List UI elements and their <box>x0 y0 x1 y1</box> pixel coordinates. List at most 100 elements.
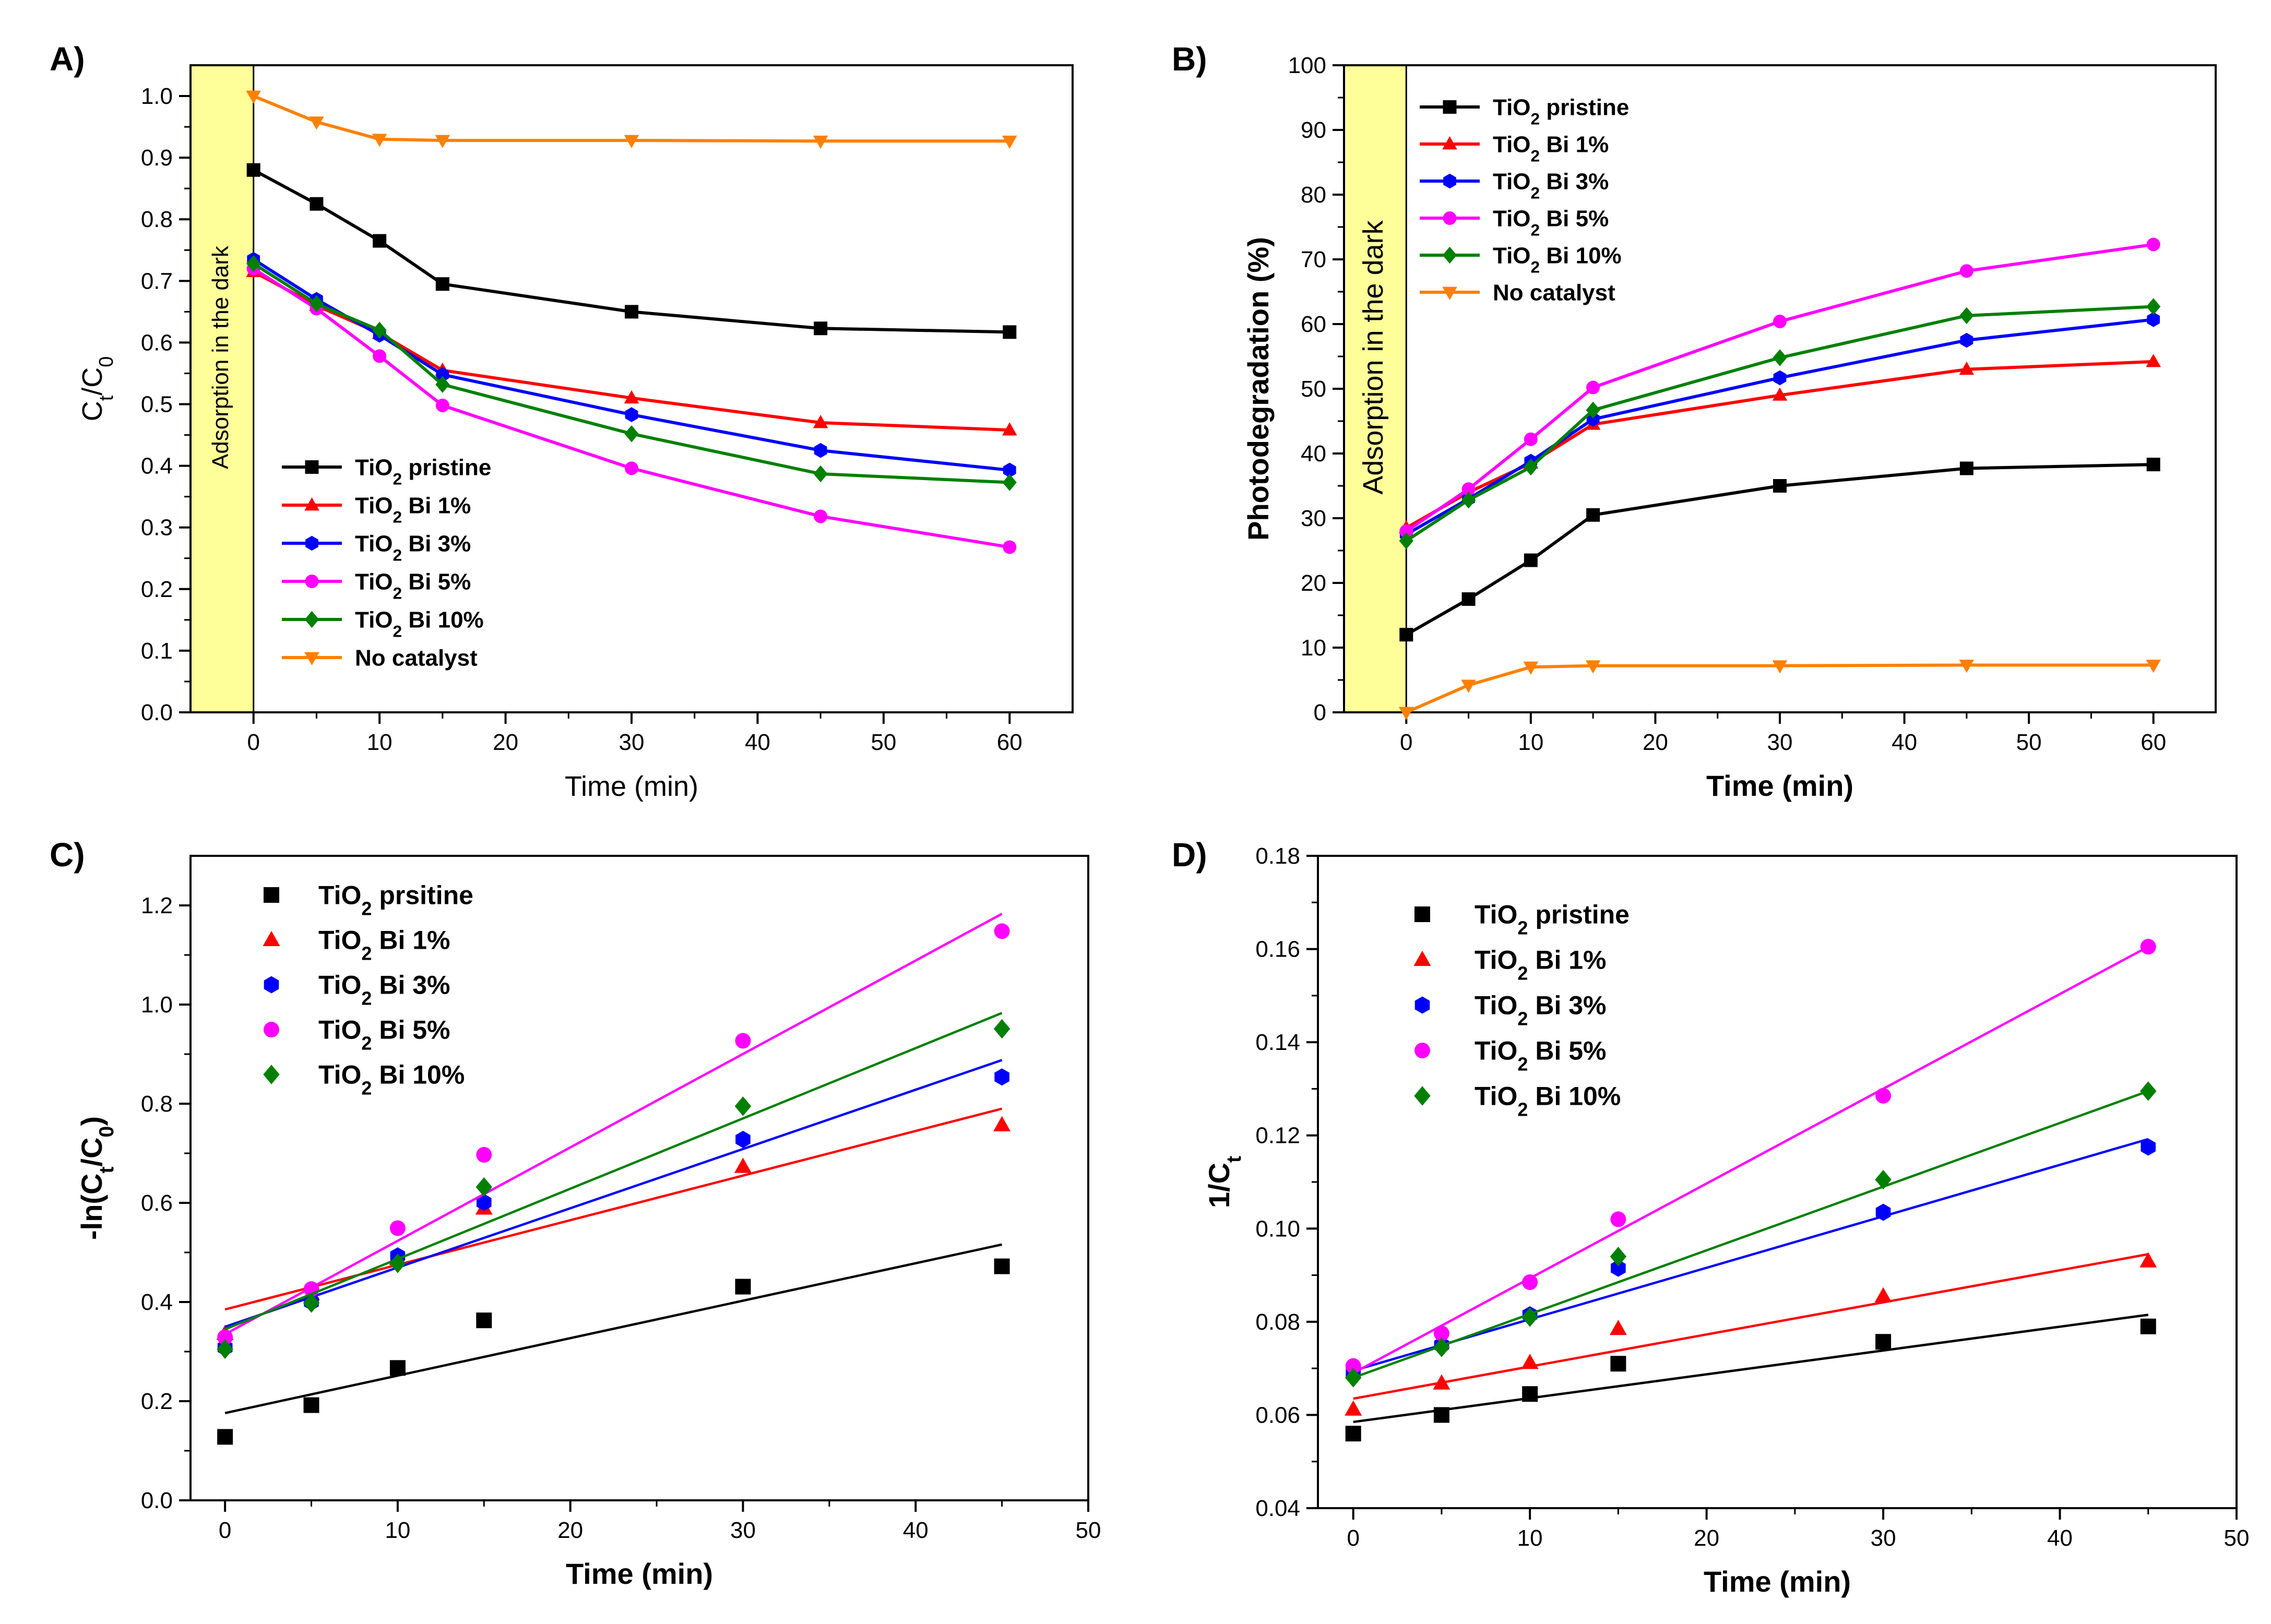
legend-marker <box>305 575 319 588</box>
legend-item: TiO2 Bi 1% <box>1413 946 1607 984</box>
data-point <box>993 1116 1011 1131</box>
data-point <box>1772 387 1788 401</box>
data-point <box>1003 462 1016 478</box>
y-axis-title: 1/Ct <box>1203 1156 1245 1208</box>
y-axis-title: Ct/C0 <box>77 356 117 422</box>
legend-label: No catalyst <box>355 645 478 671</box>
x-tick-label: 20 <box>493 730 518 755</box>
series-line <box>1405 305 2154 542</box>
series-no-catalyst <box>1398 660 2161 720</box>
legend-item: TiO2 pristine <box>282 455 491 488</box>
data-point <box>303 1293 320 1313</box>
legend-label: TiO2 Bi 3% <box>318 971 450 1009</box>
legend-marker <box>263 1065 280 1084</box>
data-point <box>1002 474 1017 491</box>
legend-label: TiO2 Bi 1% <box>318 926 450 964</box>
y-tick-label: 0.6 <box>141 330 173 355</box>
data-point <box>389 1360 406 1376</box>
data-point <box>217 1339 233 1359</box>
legend-label: TiO2 Bi 5% <box>355 569 471 602</box>
y-tick-label: 0.06 <box>1255 1402 1300 1428</box>
legend-label: No catalyst <box>1493 280 1615 305</box>
data-point <box>372 134 387 147</box>
legend-marker <box>304 611 319 628</box>
data-point <box>994 923 1010 939</box>
data-point <box>1586 508 1600 522</box>
data-point <box>1345 1426 1361 1442</box>
y-tick-label: 30 <box>1301 506 1326 531</box>
data-point <box>624 135 639 149</box>
axes-frame <box>189 64 1074 713</box>
legend: TiO2 prsitine TiO2 Bi 1% TiO2 Bi 3% TiO2 Bi… <box>263 881 473 1099</box>
series-tio2-bi-10- <box>1399 298 2161 550</box>
data-point <box>1959 264 1973 278</box>
legend-label: TiO2 Bi 10% <box>318 1060 465 1099</box>
legend-marker <box>1442 286 1457 300</box>
data-point <box>813 415 828 428</box>
data-point <box>1521 1307 1538 1327</box>
legend-item: TiO2 prsitine <box>264 881 473 919</box>
legend-item: No catalyst <box>282 645 478 671</box>
y-tick-label: 0.14 <box>1255 1030 1300 1055</box>
data-point <box>2140 939 2156 955</box>
y-tick-label: 0.8 <box>141 1091 173 1117</box>
y-axis-title: -ln(Ct/C0) <box>75 1116 118 1240</box>
legend-label: TiO2 Bi 5% <box>318 1016 450 1054</box>
data-point <box>1585 660 1601 674</box>
legend-item: TiO2 Bi 5% <box>1414 1036 1607 1074</box>
data-point <box>814 509 828 523</box>
fit-line <box>1353 1253 2149 1400</box>
data-point <box>373 234 387 248</box>
legend-marker <box>1414 1043 1430 1058</box>
y-tick-label: 1.2 <box>141 893 173 918</box>
x-tick-label: 40 <box>2047 1525 2073 1551</box>
data-point <box>1524 432 1538 446</box>
data-point <box>1875 1088 1892 1104</box>
legend-marker <box>305 535 318 551</box>
data-point <box>435 135 450 149</box>
legend-label: TiO2 Bi 3% <box>1493 169 1609 202</box>
data-point <box>1461 592 1476 606</box>
data-point <box>1522 1274 1538 1290</box>
legend-label: TiO2 Bi 1% <box>1475 946 1607 984</box>
data-point <box>1461 492 1476 509</box>
y-tick-label: 0.04 <box>1255 1496 1300 1521</box>
data-point <box>1611 1259 1626 1277</box>
data-point <box>1399 524 1413 538</box>
y-tick-label: 0.9 <box>141 145 173 171</box>
fit-line <box>1352 1090 2149 1379</box>
data-point <box>1002 135 1017 149</box>
data-point <box>1586 380 1600 395</box>
legend-marker <box>1414 1086 1431 1106</box>
fit-line <box>1353 1138 2149 1372</box>
data-point <box>1003 325 1017 339</box>
data-point <box>475 1177 493 1197</box>
y-tick-label: 0.18 <box>1255 843 1300 869</box>
data-point <box>246 90 261 104</box>
y-tick-label: 10 <box>1301 635 1326 661</box>
legend-item: TiO2 Bi 1% <box>263 926 450 964</box>
series-tio2-pristine <box>1345 1313 2156 1442</box>
chart-panel-b: Adsorption in the dark 0 10 20 30 40 50 60 0 10 20… <box>1172 40 2217 802</box>
chart-panel-c: 0 10 20 30 40 50 0.0 0.2 0.4 0.6 0.8 1.0 1.2 Time (mi… <box>50 836 1101 1590</box>
fit-line <box>224 913 1003 1335</box>
data-point <box>389 1220 406 1236</box>
legend-item: TiO2 Bi 5% <box>282 569 471 602</box>
data-point <box>814 443 827 458</box>
series-tio2-bi-5- <box>217 913 1010 1345</box>
x-axis-title: Time (min) <box>565 771 698 802</box>
series-tio2-bi-5- <box>1399 237 2160 538</box>
data-point <box>303 1397 319 1413</box>
data-point <box>2146 458 2160 472</box>
data-point <box>2146 660 2161 673</box>
data-point <box>389 1253 406 1273</box>
data-point <box>813 135 828 149</box>
data-point <box>625 461 638 475</box>
x-tick-label: 40 <box>903 1518 929 1543</box>
y-tick-label: 0.10 <box>1255 1216 1300 1241</box>
legend-label: TiO2 pristine <box>1493 94 1629 128</box>
legend-label: TiO2 pristine <box>1475 900 1630 939</box>
data-point <box>1959 660 1975 673</box>
data-point <box>310 197 324 211</box>
legend-item: TiO2 Bi 3% <box>1414 991 1607 1029</box>
